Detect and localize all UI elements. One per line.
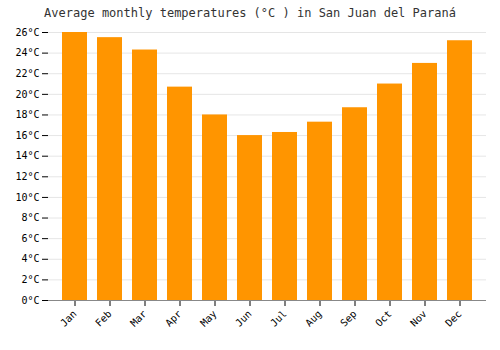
svg-text:Mar: Mar — [128, 308, 149, 329]
svg-text:0°C: 0°C — [21, 295, 39, 306]
svg-text:20°C: 20°C — [15, 89, 39, 100]
svg-text:Aug: Aug — [303, 308, 324, 329]
svg-text:2°C: 2°C — [21, 274, 39, 285]
svg-text:8°C: 8°C — [21, 212, 39, 223]
svg-text:16°C: 16°C — [15, 130, 39, 141]
svg-text:22°C: 22°C — [15, 68, 39, 79]
svg-text:18°C: 18°C — [15, 109, 39, 120]
svg-text:14°C: 14°C — [15, 150, 39, 161]
svg-text:Jul: Jul — [268, 308, 289, 329]
svg-text:10°C: 10°C — [15, 192, 39, 203]
svg-text:Apr: Apr — [163, 308, 184, 329]
svg-text:May: May — [198, 308, 219, 329]
svg-text:Jun: Jun — [233, 308, 254, 329]
svg-text:4°C: 4°C — [21, 253, 39, 264]
svg-text:26°C: 26°C — [15, 27, 39, 38]
svg-text:Feb: Feb — [93, 308, 114, 329]
svg-text:12°C: 12°C — [15, 171, 39, 182]
svg-text:Jan: Jan — [58, 308, 79, 329]
html-text:Average monthly temperatures (: Average monthly temperatures (°C ) in Sa… — [44, 6, 456, 20]
svg-text:6°C: 6°C — [21, 233, 39, 244]
svg-text:Sep: Sep — [338, 308, 359, 329]
svg-text:Nov: Nov — [408, 308, 429, 329]
svg-text:Dec: Dec — [443, 308, 464, 329]
svg-text:24°C: 24°C — [15, 47, 39, 58]
svg-text:Oct: Oct — [373, 308, 394, 329]
